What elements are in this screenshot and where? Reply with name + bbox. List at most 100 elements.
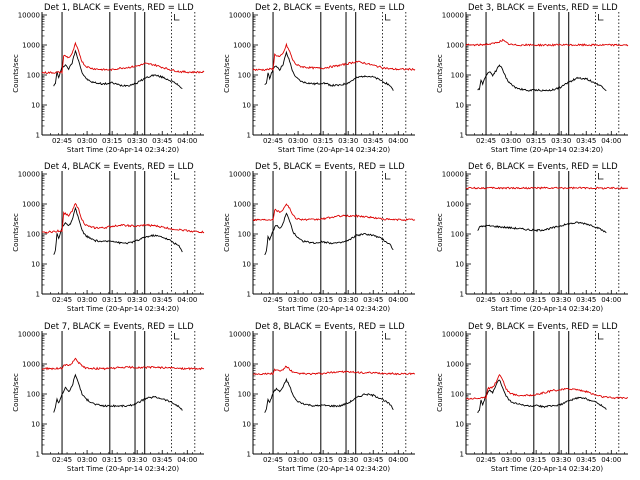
y-tick-label: 10000 (18, 331, 40, 339)
x-tick-label: 03:45 (576, 456, 596, 464)
y-tick-label: 100 (238, 231, 251, 239)
x-tick-label: 03:30 (551, 137, 571, 145)
y-axis-label: Counts/sec (12, 213, 20, 252)
x-tick-label: 03:30 (338, 137, 358, 145)
x-tick-label: 03:45 (152, 456, 172, 464)
bracket-marker (385, 173, 391, 180)
series-line-events (477, 64, 607, 92)
y-tick-label: 10 (455, 421, 464, 429)
y-tick-label: 1 (460, 132, 464, 140)
x-tick-label: 02:45 (52, 456, 72, 464)
x-tick-label: 03:45 (363, 296, 383, 304)
bracket-marker (385, 14, 391, 21)
x-axis-label: Start Time (20-Apr-14 02:34:20) (67, 305, 179, 313)
x-axis-label: Start Time (20-Apr-14 02:34:20) (278, 146, 390, 154)
y-tick-label: 1 (36, 451, 40, 459)
y-tick-label: 1 (36, 132, 40, 140)
y-tick-label: 10000 (442, 12, 464, 20)
x-tick-label: 03:00 (77, 296, 97, 304)
x-tick-label: 04:00 (177, 456, 197, 464)
series-line-events (264, 50, 394, 91)
y-axis-label: Counts/sec (12, 54, 20, 93)
x-axis-label: Start Time (20-Apr-14 02:34:20) (278, 305, 390, 313)
series-line-events (53, 206, 183, 255)
y-tick-label: 100 (238, 72, 251, 80)
y-tick-label: 10 (455, 261, 464, 269)
x-tick-label: 03:45 (363, 137, 383, 145)
x-tick-label: 03:00 (77, 456, 97, 464)
x-tick-label: 03:45 (576, 296, 596, 304)
y-tick-label: 10000 (229, 331, 251, 339)
y-tick-label: 100 (451, 391, 464, 399)
y-tick-label: 100 (27, 231, 40, 239)
y-tick-label: 10000 (229, 12, 251, 20)
panel-title: Det 7, BLACK = Events, RED = LLD (44, 322, 194, 332)
x-tick-label: 04:00 (388, 137, 408, 145)
series-line-lld (252, 203, 416, 222)
x-tick-label: 03:45 (152, 137, 172, 145)
y-tick-label: 10 (455, 102, 464, 110)
panel-title: Det 5, BLACK = Events, RED = LLD (255, 162, 405, 172)
x-axis-label: Start Time (20-Apr-14 02:34:20) (491, 146, 603, 154)
y-axis-label: Counts/sec (223, 54, 231, 93)
x-tick-label: 03:30 (127, 137, 147, 145)
y-tick-label: 10 (31, 102, 40, 110)
detector-panel-5: Det 5, BLACK = Events, RED = LLD 1 10 100 10… (223, 162, 416, 313)
y-tick-label: 10 (242, 261, 251, 269)
y-tick-label: 10000 (18, 12, 40, 20)
y-tick-label: 1 (247, 451, 251, 459)
x-tick-label: 02:45 (52, 137, 72, 145)
y-tick-label: 1 (247, 291, 251, 299)
x-tick-label: 02:45 (263, 456, 283, 464)
x-tick-label: 03:15 (526, 137, 546, 145)
y-tick-label: 100 (27, 391, 40, 399)
y-tick-label: 100 (451, 72, 464, 80)
y-tick-label: 100 (451, 231, 464, 239)
bracket-marker (174, 173, 180, 180)
x-tick-label: 03:45 (576, 137, 596, 145)
series-line-lld (465, 373, 628, 400)
series-line-events (264, 377, 394, 413)
series-line-lld (41, 357, 205, 371)
detector-panel-3: Det 3, BLACK = Events, RED = LLD 1 10 100 10… (436, 3, 629, 154)
x-tick-label: 03:00 (77, 137, 97, 145)
series-line-events (264, 212, 394, 256)
x-tick-label: 04:00 (388, 456, 408, 464)
x-tick-label: 03:30 (338, 456, 358, 464)
y-tick-label: 1000 (233, 42, 251, 50)
y-axis-label: Counts/sec (436, 213, 444, 252)
series-line-lld (252, 42, 416, 72)
detector-panel-6: Det 6, BLACK = Events, RED = LLD 1 10 100 10… (436, 162, 629, 313)
bracket-marker (598, 14, 604, 21)
detector-panel-9: Det 9, BLACK = Events, RED = LLD 1 10 100 10… (436, 322, 628, 473)
x-tick-label: 03:00 (501, 137, 521, 145)
series-line-lld (41, 41, 205, 75)
x-tick-label: 02:45 (476, 456, 496, 464)
x-tick-label: 03:15 (313, 137, 333, 145)
x-tick-label: 04:00 (177, 137, 197, 145)
x-tick-label: 03:15 (102, 296, 122, 304)
y-tick-label: 1000 (22, 42, 40, 50)
x-tick-label: 03:00 (288, 296, 308, 304)
y-tick-label: 1000 (446, 361, 464, 369)
x-tick-label: 03:45 (152, 296, 172, 304)
x-tick-label: 02:45 (52, 296, 72, 304)
series-line-lld (465, 38, 629, 47)
bracket-marker (385, 333, 391, 340)
x-tick-label: 03:45 (363, 456, 383, 464)
y-tick-label: 1000 (22, 361, 40, 369)
y-tick-label: 100 (238, 391, 251, 399)
x-axis-label: Start Time (20-Apr-14 02:34:20) (491, 305, 603, 313)
x-tick-label: 04:00 (601, 456, 621, 464)
panel-title: Det 4, BLACK = Events, RED = LLD (44, 162, 194, 172)
x-tick-label: 03:00 (501, 296, 521, 304)
x-tick-label: 03:30 (551, 296, 571, 304)
y-tick-label: 1 (36, 291, 40, 299)
y-tick-label: 1 (460, 291, 464, 299)
x-axis-label: Start Time (20-Apr-14 02:34:20) (67, 465, 179, 473)
detector-panel-2: Det 2, BLACK = Events, RED = LLD 1 10 100 10… (223, 3, 416, 154)
bracket-marker (598, 333, 604, 340)
x-tick-label: 03:15 (313, 296, 333, 304)
x-tick-label: 03:15 (102, 137, 122, 145)
